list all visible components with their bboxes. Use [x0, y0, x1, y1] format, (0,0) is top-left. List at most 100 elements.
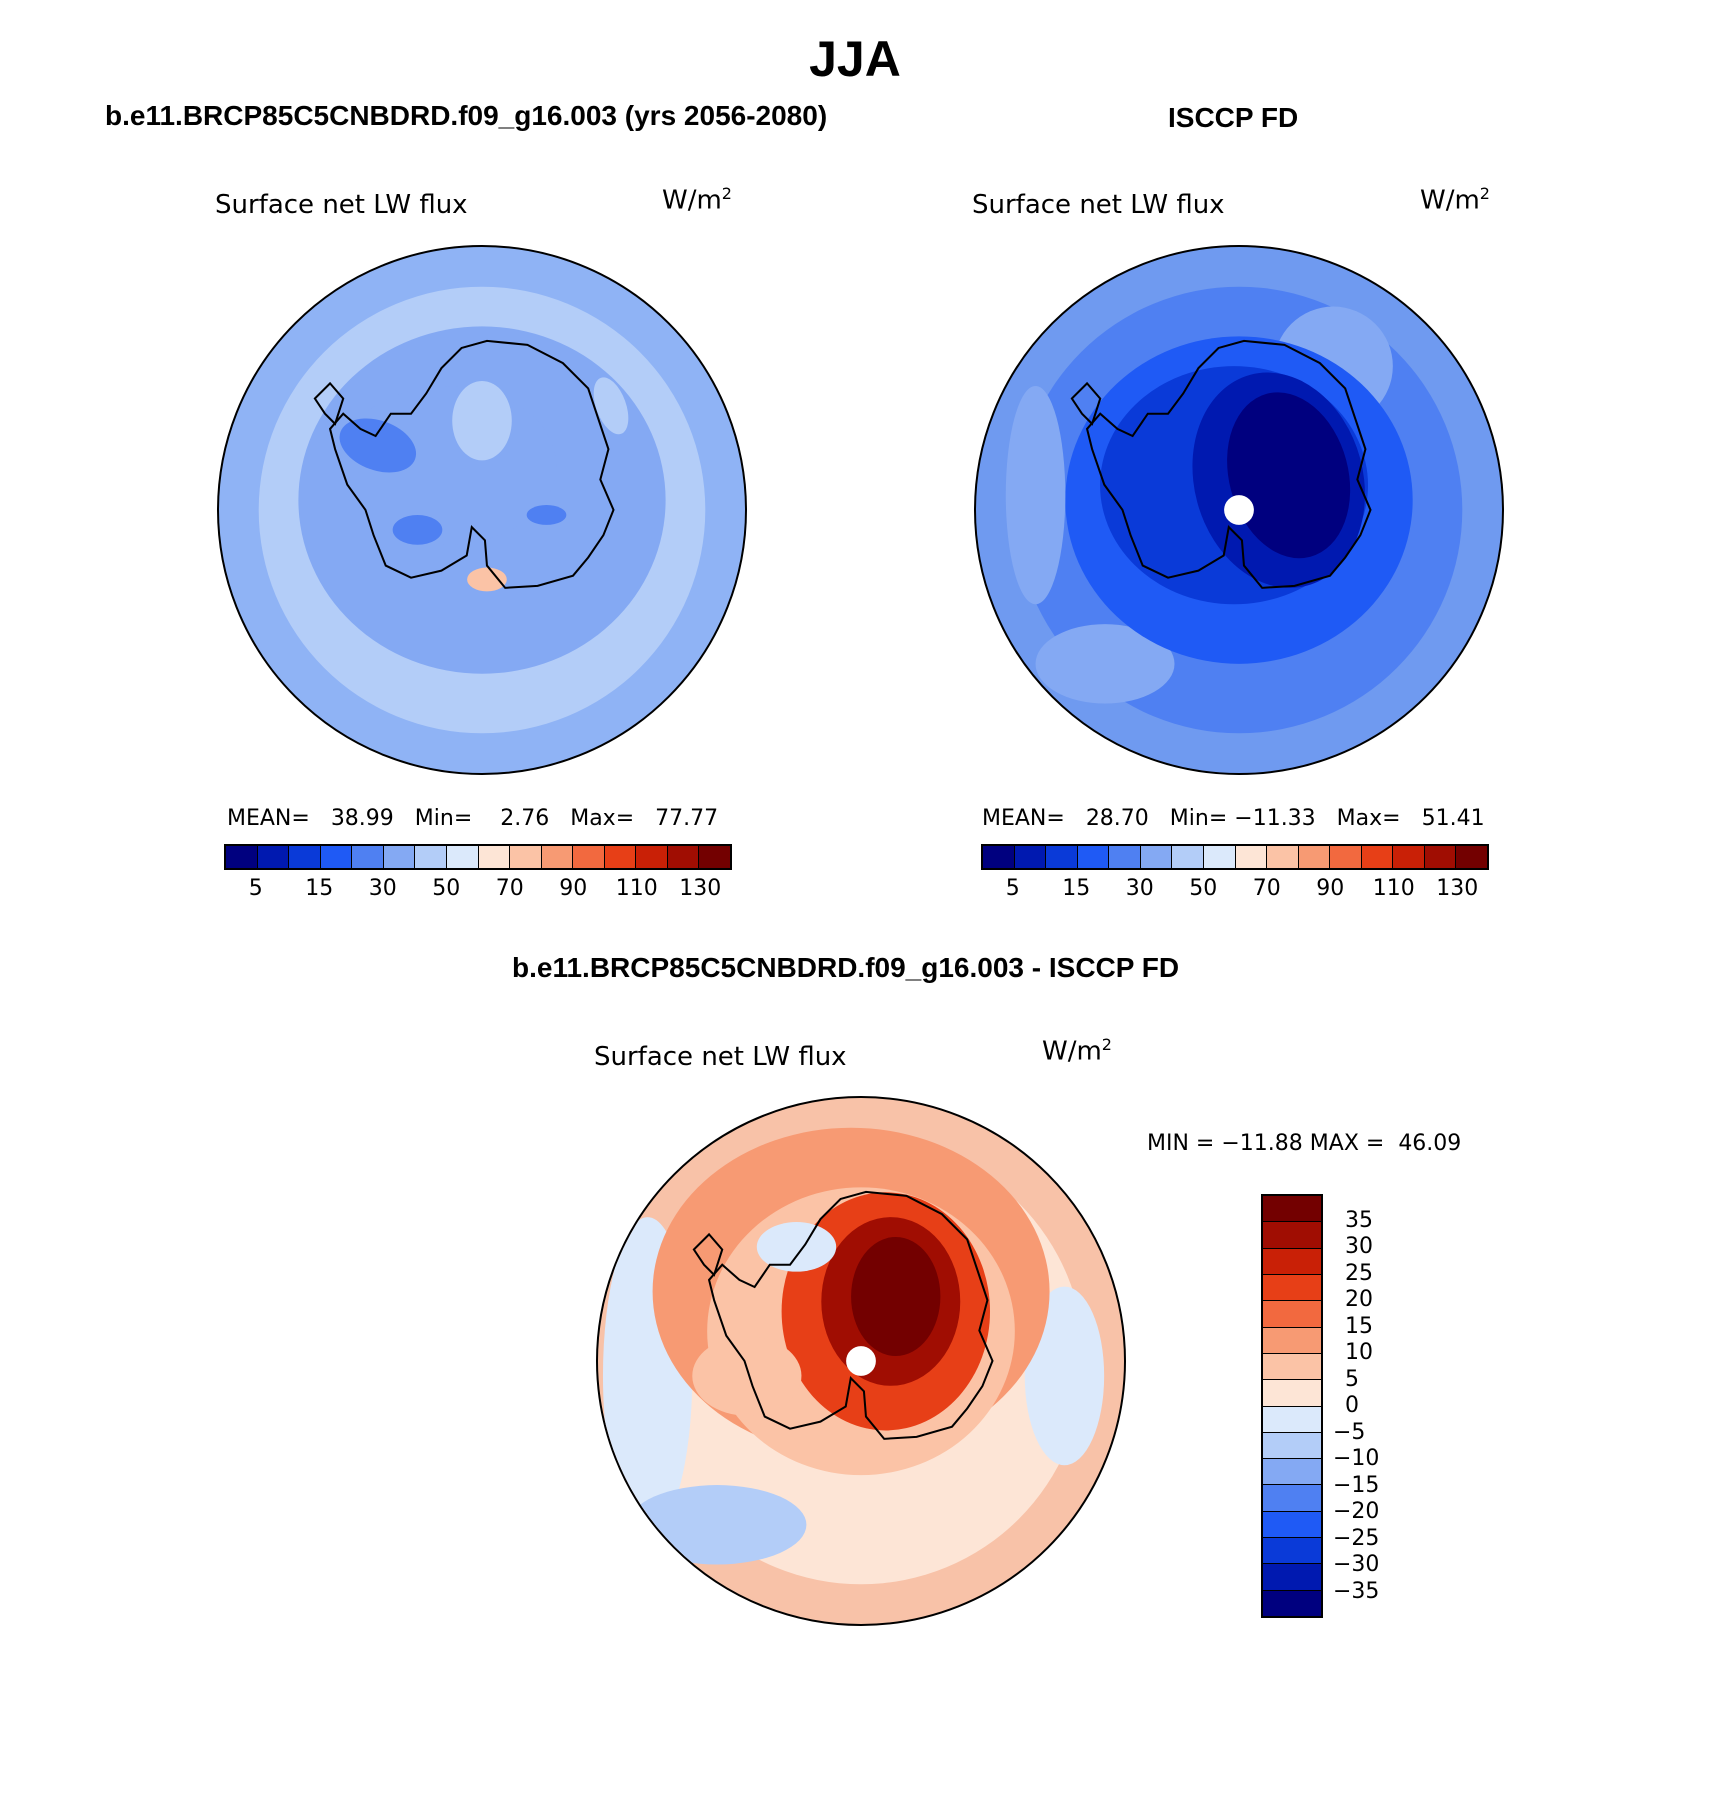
peninsula-outline: [692, 1232, 724, 1277]
colorbar-segment: [383, 846, 416, 868]
peninsula-outline: [313, 381, 345, 426]
colorbar-segment: [1263, 1511, 1321, 1539]
colorbar-tick-label: 130: [679, 876, 722, 901]
colorbar-tick-label: −10: [1333, 1446, 1380, 1471]
panel-2-min-label: Min=: [1169, 806, 1228, 831]
colorbar-segment: [1263, 1485, 1321, 1512]
colorbar-tick-label: −25: [1333, 1525, 1380, 1551]
colorbar-tick-label: 10: [1345, 1340, 1373, 1365]
contour-region: [1005, 385, 1066, 605]
panel-1-units: W/m2: [662, 184, 732, 216]
colorbar-tick-label: 5: [1005, 876, 1020, 901]
colorbar-segment: [1330, 846, 1362, 868]
colorbar-tick-label: 50: [1189, 876, 1218, 901]
pole-hole: [1224, 495, 1254, 525]
colorbar-segment: [257, 846, 290, 868]
contour-region: [692, 1336, 802, 1416]
colorbar-segment: [1263, 1222, 1321, 1249]
colorbar-segment: [478, 846, 511, 868]
contour-region: [452, 380, 512, 461]
colorbar-segment: [1263, 1196, 1321, 1223]
colorbar-segment: [573, 846, 605, 868]
colorbar-segment: [1172, 846, 1204, 868]
panel-3-colorbar-ticks: 35 30 25 20 15 10 5 0 −5 −10 −15 −20 −25 −30 −35: [1333, 1194, 1413, 1618]
panel-1-max-label: Max=: [570, 806, 635, 831]
panel-2-polar-map: [974, 245, 1504, 775]
panel-2-variable-label: Surface net LW flux: [972, 190, 1225, 220]
colorbar-tick-label: −30: [1333, 1552, 1380, 1577]
colorbar-segment: [1263, 1274, 1321, 1302]
panel-3-min-label: MIN =: [1147, 1131, 1215, 1156]
colorbar-tick-label: 90: [559, 876, 588, 901]
colorbar-segment: [1263, 1564, 1321, 1591]
contour-region: [526, 505, 567, 525]
colorbar-segment: [604, 846, 637, 868]
panel-2-max-label: Max=: [1336, 806, 1401, 831]
colorbar-segment: [1263, 1432, 1321, 1460]
panel-2-stats: MEAN= 28.70 Min= −11.33 Max= 51.41: [982, 806, 1485, 831]
colorbar-segment: [1298, 846, 1331, 868]
panel-2-max: 51.41: [1421, 806, 1485, 831]
colorbar-segment: [1361, 846, 1394, 868]
colorbar-tick-label: 25: [1345, 1260, 1373, 1286]
contour-region: [339, 418, 417, 473]
panel-1-stats: MEAN= 38.99 Min= 2.76 Max= 77.77: [227, 806, 718, 831]
panel-2-colorbar: [981, 844, 1489, 870]
panel-2-units: W/m2: [1420, 184, 1490, 216]
panel-2-mean: 28.70: [1085, 806, 1149, 831]
colorbar-segment: [510, 846, 542, 868]
colorbar-segment: [1263, 1459, 1321, 1486]
panel-2-case-title: ISCCP FD: [1168, 102, 1299, 133]
contour-region: [1227, 392, 1351, 559]
contour-region: [1035, 624, 1175, 704]
colorbar-tick-label: 30: [1125, 876, 1154, 901]
colorbar-segment: [352, 846, 384, 868]
peninsula-outline: [1070, 381, 1102, 426]
colorbar-segment: [1263, 1327, 1321, 1354]
panel-3-polar-map: [596, 1096, 1126, 1626]
colorbar-tick-label: 15: [1345, 1313, 1373, 1339]
colorbar-tick-label: 30: [368, 876, 397, 901]
colorbar-tick-label: 20: [1345, 1287, 1373, 1312]
pole-hole: [846, 1346, 876, 1376]
colorbar-segment: [636, 846, 668, 868]
panel-3-max: 46.09: [1398, 1131, 1462, 1156]
antarctica-outline: [707, 1190, 994, 1440]
colorbar-segment: [1263, 1538, 1321, 1565]
contour-region: [627, 1485, 807, 1565]
panel-1-polar-map: [217, 245, 747, 775]
colorbar-tick-label: −15: [1333, 1472, 1380, 1498]
colorbar-tick-label: 70: [495, 876, 524, 901]
colorbar-segment: [320, 846, 353, 868]
colorbar-segment: [667, 846, 700, 868]
colorbar-segment: [1109, 846, 1141, 868]
colorbar-segment: [1263, 1380, 1321, 1407]
colorbar-tick-label: 130: [1436, 876, 1479, 901]
panel-3-max-label: MAX =: [1309, 1131, 1385, 1156]
colorbar-tick-label: −20: [1333, 1499, 1380, 1524]
panel-1-mean-label: MEAN=: [227, 806, 310, 831]
panel-3-colorbar: [1261, 1194, 1323, 1618]
colorbar-segment: [541, 846, 574, 868]
panel-3-min: −11.88: [1221, 1131, 1303, 1156]
colorbar-tick-label: 0: [1345, 1393, 1359, 1418]
colorbar-segment: [1263, 1406, 1321, 1433]
colorbar-segment: [1263, 1248, 1321, 1275]
colorbar-segment: [1140, 846, 1173, 868]
panel-2-min: −11.33: [1234, 806, 1316, 831]
contour-region: [467, 567, 507, 592]
main-title: JJA: [809, 31, 901, 87]
contour-region: [1024, 1286, 1105, 1466]
panel-1-min-label: Min=: [414, 806, 473, 831]
colorbar-segment: [1046, 846, 1078, 868]
colorbar-tick-label: 110: [1372, 876, 1415, 901]
panel-3-variable-label: Surface net LW flux: [594, 1042, 847, 1072]
contour-region: [851, 1236, 941, 1357]
panel-3-stats: MIN = −11.88 MAX = 46.09: [1147, 1131, 1461, 1156]
antarctica-outline: [1085, 339, 1372, 589]
colorbar-segment: [415, 846, 447, 868]
colorbar-segment: [983, 846, 1015, 868]
panel-1-mean: 38.99: [330, 806, 394, 831]
colorbar-segment: [699, 846, 730, 868]
colorbar-tick-label: 70: [1252, 876, 1281, 901]
